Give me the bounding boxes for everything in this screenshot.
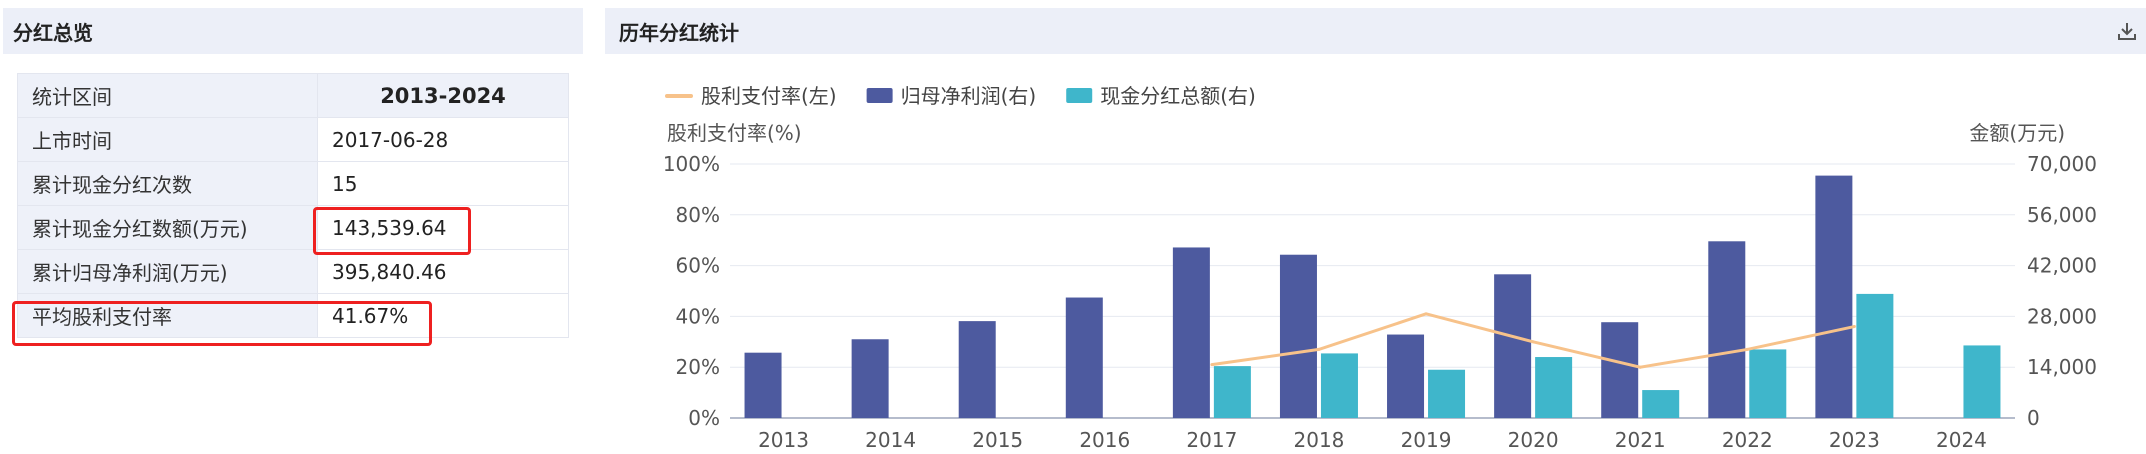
x-tick-label: 2020 <box>1508 428 1559 452</box>
bar <box>1320 353 1358 418</box>
bar <box>1172 247 1210 418</box>
line-point <box>1638 365 1642 369</box>
table-row: 上市时间 2017-06-28 <box>17 117 569 162</box>
y-tick-left: 40% <box>676 304 720 328</box>
bar <box>1815 175 1853 418</box>
x-tick-label: 2023 <box>1829 428 1880 452</box>
row-label: 累计归母净利润(万元) <box>17 249 318 294</box>
stats-title: 历年分红统计 <box>605 8 2146 54</box>
bar <box>1279 254 1317 418</box>
legend-swatch <box>665 94 693 98</box>
row-label: 平均股利支付率 <box>17 293 318 338</box>
bar <box>1642 390 1680 418</box>
line-point <box>1210 363 1214 367</box>
line-point <box>1745 347 1749 351</box>
row-label: 上市时间 <box>17 117 318 162</box>
line-point <box>1424 312 1428 316</box>
x-tick-label: 2019 <box>1401 428 1452 452</box>
row-value: 143,539.64 <box>317 205 569 250</box>
y-tick-right: 0 <box>2027 406 2040 430</box>
overview-title: 分红总览 <box>3 8 583 54</box>
table-row: 累计归母净利润(万元) 395,840.46 <box>17 249 569 294</box>
bar <box>744 352 782 418</box>
x-tick-label: 2014 <box>865 428 916 452</box>
highlight-box-payout-ratio <box>12 301 432 346</box>
stats-panel: 历年分红统计 0% 0 20% 14,000 40% 28,000 60% 42,000 80%… <box>605 8 2146 454</box>
legend-label: 现金分红总额(右) <box>1100 84 1256 108</box>
x-tick-label: 2017 <box>1186 428 1237 452</box>
legend-swatch <box>1066 88 1093 103</box>
bar <box>1856 293 1894 418</box>
row-label: 累计现金分红次数 <box>17 161 318 206</box>
legend-swatch <box>866 88 893 103</box>
x-tick-label: 2013 <box>758 428 809 452</box>
row-value: 2017-06-28 <box>317 117 569 162</box>
download-icon[interactable] <box>2116 20 2138 42</box>
bar <box>1749 349 1787 418</box>
x-tick-label: 2024 <box>1936 428 1987 452</box>
table-row: 统计区间 2013-2024 <box>17 73 569 118</box>
bar <box>1708 241 1746 418</box>
y-tick-right: 70,000 <box>2027 152 2097 176</box>
legend-label: 归母净利润(右) <box>901 84 1037 108</box>
x-tick-label: 2022 <box>1722 428 1773 452</box>
bar <box>1963 345 2001 418</box>
dividend-chart: 0% 0 20% 14,000 40% 28,000 60% 42,000 80% 56,000 1… <box>663 84 2097 452</box>
y-tick-left: 60% <box>676 254 720 278</box>
table-row: 累计现金分红数额(万元) 143,539.64 <box>17 205 569 250</box>
row-label: 统计区间 <box>17 73 318 118</box>
bar <box>1428 369 1466 418</box>
bar <box>1065 297 1103 418</box>
bar <box>1601 322 1639 418</box>
x-tick-label: 2021 <box>1615 428 1666 452</box>
y-tick-left: 80% <box>676 203 720 227</box>
line-point <box>1317 347 1321 351</box>
y-tick-right: 14,000 <box>2027 355 2097 379</box>
row-value: 395,840.46 <box>317 249 569 294</box>
y-axis-label-right: 金额(万元) <box>1969 121 2065 145</box>
y-tick-left: 100% <box>663 152 720 176</box>
table-row: 平均股利支付率 41.67% <box>17 293 569 338</box>
y-tick-left: 0% <box>688 406 720 430</box>
bar <box>1494 274 1532 418</box>
legend-label: 股利支付率(左) <box>701 84 837 108</box>
line-point <box>1852 325 1856 329</box>
bar <box>958 321 996 418</box>
bar <box>1213 366 1251 418</box>
row-label: 累计现金分红数额(万元) <box>17 205 318 250</box>
line-point <box>1531 340 1535 344</box>
y-tick-right: 28,000 <box>2027 304 2097 328</box>
x-tick-label: 2018 <box>1294 428 1345 452</box>
bar <box>1535 357 1573 418</box>
table-row: 累计现金分红次数 15 <box>17 161 569 206</box>
bar <box>851 339 889 418</box>
row-value: 15 <box>317 161 569 206</box>
y-tick-right: 56,000 <box>2027 203 2097 227</box>
bar <box>1387 334 1425 418</box>
y-tick-right: 42,000 <box>2027 254 2097 278</box>
x-tick-label: 2015 <box>972 428 1023 452</box>
row-value: 41.67% <box>317 293 569 338</box>
x-tick-label: 2016 <box>1079 428 1130 452</box>
highlight-box-dividend-amount <box>313 207 471 255</box>
y-axis-label-left: 股利支付率(%) <box>667 121 802 145</box>
overview-panel: 分红总览 统计区间 2013-2024 上市时间 2017-06-28 累计现金… <box>3 8 583 454</box>
row-value: 2013-2024 <box>317 73 569 118</box>
y-tick-left: 20% <box>676 355 720 379</box>
overview-table: 统计区间 2013-2024 上市时间 2017-06-28 累计现金分红次数 … <box>17 73 569 338</box>
